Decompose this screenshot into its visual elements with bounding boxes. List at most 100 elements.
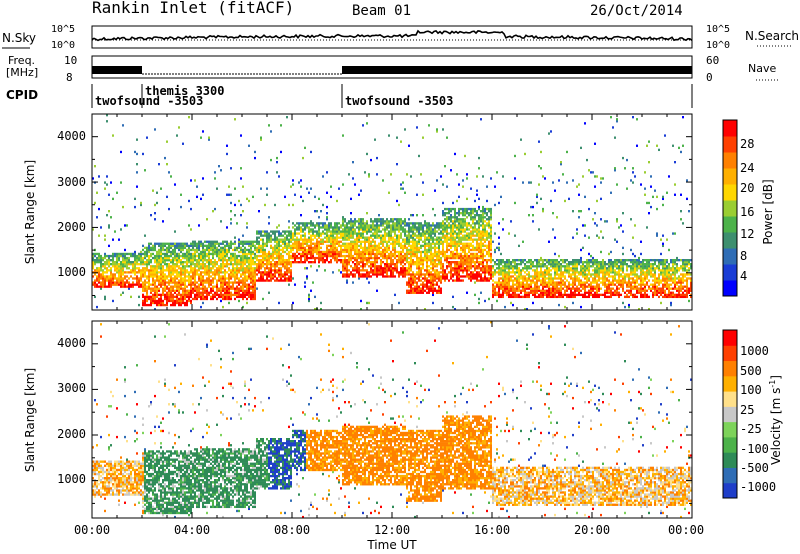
heatmap-cell	[458, 183, 460, 186]
heatmap-cell	[464, 252, 466, 256]
heatmap-cell	[412, 291, 414, 294]
heatmap-cell	[408, 265, 410, 268]
heatmap-cell	[350, 234, 352, 237]
heatmap-cell	[394, 230, 396, 233]
heatmap-cell	[174, 252, 176, 256]
heatmap-cell	[208, 250, 210, 254]
heatmap-cell	[148, 261, 150, 264]
heatmap-cell	[352, 246, 354, 250]
heatmap-cell	[138, 285, 140, 288]
heatmap-cell	[356, 244, 358, 248]
heatmap-cell	[92, 261, 94, 264]
heatmap-cell	[464, 220, 466, 223]
heatmap-cell	[140, 273, 142, 276]
heatmap-cell	[358, 250, 360, 254]
heatmap-cell	[376, 269, 378, 272]
heatmap-cell	[486, 252, 488, 256]
heatmap-cell	[156, 259, 158, 262]
heatmap-cell	[172, 285, 174, 288]
heatmap-cell	[216, 254, 218, 258]
heatmap-cell	[508, 281, 510, 284]
heatmap-cell	[264, 242, 266, 245]
heatmap-cell	[252, 267, 254, 270]
heatmap-cell	[458, 232, 460, 235]
heatmap-cell	[242, 269, 244, 272]
heatmap-cell	[158, 267, 160, 270]
heatmap-cell	[216, 269, 218, 272]
heatmap-cell	[464, 218, 466, 221]
heatmap-cell	[186, 254, 188, 258]
heatmap-cell	[402, 187, 404, 190]
heatmap-cell	[268, 234, 270, 237]
noise-panel-frame	[91, 25, 693, 49]
heatmap-cell	[154, 248, 156, 252]
heatmap-cell	[226, 261, 228, 264]
heatmap-cell	[268, 222, 270, 225]
heatmap-cell	[444, 207, 446, 211]
heatmap-cell	[384, 256, 386, 260]
heatmap-cell	[182, 279, 184, 282]
heatmap-cell	[232, 248, 234, 252]
heatmap-cell	[400, 256, 402, 260]
heatmap-cell	[162, 246, 164, 250]
heatmap-cell	[260, 254, 262, 258]
heatmap-cell	[122, 285, 124, 288]
heatmap-cell	[300, 242, 302, 245]
heatmap-cell	[404, 267, 406, 270]
heatmap-cell	[460, 226, 462, 229]
heatmap-cell	[310, 289, 312, 292]
heatmap-cell	[286, 259, 288, 262]
heatmap-cell	[140, 269, 142, 272]
heatmap-cell	[426, 236, 428, 239]
heatmap-cell	[516, 287, 518, 290]
heatmap-cell	[472, 256, 474, 260]
heatmap-cell	[414, 261, 416, 264]
heatmap-cell	[332, 228, 334, 231]
heatmap-cell	[196, 250, 198, 254]
heatmap-cell	[474, 269, 476, 272]
heatmap-cell	[216, 250, 218, 254]
heatmap-cell	[240, 265, 242, 268]
heatmap-cell	[294, 244, 296, 248]
heatmap-cell	[96, 285, 98, 288]
heatmap-cell	[200, 273, 202, 276]
heatmap-cell	[394, 222, 396, 225]
heatmap-cell	[134, 197, 136, 201]
heatmap-cell	[144, 246, 146, 250]
heatmap-cell	[482, 259, 484, 262]
heatmap-cell	[110, 267, 112, 270]
heatmap-cell	[486, 214, 488, 217]
heatmap-cell	[474, 252, 476, 256]
noise-right-tick-top: 10^5	[706, 24, 730, 35]
heatmap-cell	[176, 293, 178, 297]
heatmap-cell	[346, 259, 348, 262]
heatmap-cell	[408, 230, 410, 233]
heatmap-cell	[176, 297, 178, 301]
heatmap-cell	[212, 281, 214, 284]
heatmap-cell	[360, 265, 362, 268]
heatmap-cell	[300, 261, 302, 264]
heatmap-cell	[224, 289, 226, 292]
heatmap-cell	[468, 256, 470, 260]
heatmap-cell	[438, 242, 440, 245]
heatmap-cell	[434, 289, 436, 292]
heatmap-cell	[392, 275, 394, 278]
heatmap-cell	[302, 222, 304, 225]
heatmap-cell	[466, 210, 468, 213]
heatmap-cell	[162, 271, 164, 274]
heatmap-cell	[504, 287, 506, 290]
heatmap-cell	[478, 236, 480, 239]
heatmap-cell	[484, 228, 486, 231]
heatmap-cell	[146, 277, 148, 280]
heatmap-cell	[358, 232, 360, 235]
heatmap-cell	[480, 240, 482, 243]
heatmap-cell	[504, 265, 506, 268]
heatmap-cell	[512, 259, 514, 262]
heatmap-cell	[382, 275, 384, 278]
heatmap-cell	[438, 248, 440, 252]
heatmap-cell	[430, 275, 432, 278]
heatmap-cell	[196, 244, 198, 248]
heatmap-cell	[462, 261, 464, 264]
heatmap-cell	[200, 244, 202, 248]
heatmap-cell	[312, 246, 314, 250]
